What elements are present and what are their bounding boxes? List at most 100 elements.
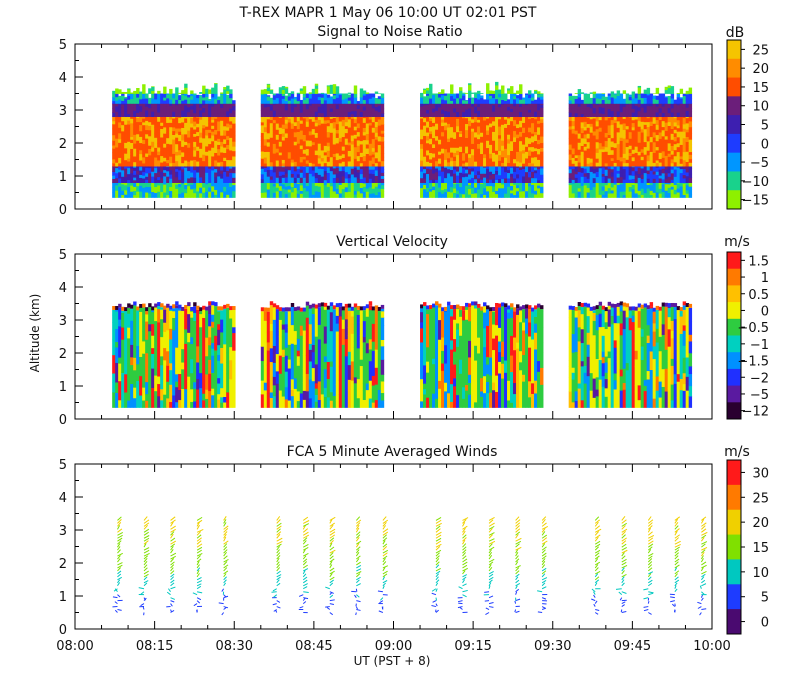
wind-vector [594,525,601,530]
wind-vector [515,588,520,593]
wind-vector [541,546,547,551]
wind-vector [170,540,177,545]
wind-vector [488,576,494,581]
wind-vector [488,573,494,578]
wind-vector [435,543,442,548]
wind-vector [435,522,442,527]
wind-vector [196,519,203,524]
wind-vector [302,537,308,542]
wind-vector [143,519,150,524]
wind-vector [615,588,622,590]
wind-vector [170,533,174,539]
wind-vector [117,522,122,527]
wind-vector [356,576,361,581]
wind-vector [435,573,440,578]
wind-vector [701,541,708,545]
wind-vector [329,552,334,557]
wind-vector [488,543,493,548]
wind-vector [515,570,520,575]
wind-vector [701,571,707,575]
wind-vector [302,579,308,584]
wind-vector [223,555,228,560]
wind-vector [276,519,281,524]
wind-vector [435,537,442,542]
wind-vector [594,573,599,578]
wind-vector [674,537,679,542]
wind-vector [431,592,437,596]
wind-vector [488,571,494,575]
wind-vector [435,603,438,607]
wind-vector [594,564,599,569]
wind-vector [223,594,227,598]
wind-vector [541,570,547,575]
wind-vector [329,564,333,569]
wind-vector [223,561,228,566]
wind-vector [303,591,309,593]
wind-vector [223,528,229,533]
wind-vector [356,531,361,536]
wind-vector [355,537,360,542]
wind-vector [356,519,362,524]
x-axis-label: UT (PST + 8) [354,654,431,668]
wind-vector [648,571,654,575]
wind-vector [196,561,200,566]
wind-vector [196,558,202,563]
wind-vector [700,558,704,563]
wind-vector [488,582,492,587]
x-tick-label: 08:30 [216,639,253,654]
wind-vector [647,576,652,581]
wind-vector [325,606,330,608]
wind-vector [302,540,307,545]
wind-vector [621,564,628,569]
wind-vector [541,558,546,563]
wind-vector [117,532,124,536]
wind-vector [462,522,466,527]
wind-vector [515,551,519,557]
wind-vector [196,534,202,539]
wind-vector [643,588,649,591]
wind-vector [196,552,203,557]
wind-vector [621,591,627,594]
wind-vector [462,537,467,542]
wind-vector [621,579,625,584]
wind-vector [356,568,362,572]
wind-vector [674,570,680,575]
wind-vector [647,531,653,536]
wind-vector [170,525,176,530]
wind-vector [140,603,145,607]
wind-vector [112,596,118,599]
colorbar-swatch [727,584,741,610]
wind-vector [329,591,334,594]
wind-vector [515,591,518,595]
colorbar-label: 1.5 [748,254,769,269]
wind-vector [515,610,520,613]
wind-vector [223,564,229,569]
wind-vector [223,570,229,575]
wind-vector [515,598,521,602]
x-tick-label: 08:45 [295,639,332,654]
wind-vector [117,552,123,557]
wind-vector [329,612,334,616]
colorbar-label: 0 [761,137,769,152]
wind-vector [276,564,281,569]
wind-vector [541,573,546,578]
wind-vector [674,534,681,539]
wind-vector [621,561,627,566]
wind-vector [170,603,173,607]
wind-vector [355,579,360,584]
wind-vector [143,580,149,584]
wind-vector [143,535,150,539]
wind-vector [170,561,175,566]
wind-vector [435,609,439,613]
wind-vector [488,551,493,557]
wind-vector [196,516,203,521]
wind-vector [117,573,122,578]
wind-vector [488,554,493,560]
wind-vector [488,516,495,521]
colorbar-swatch [727,335,741,353]
wind-vector [302,601,307,604]
vertical-velocity-panel-title: Vertical Velocity [336,234,448,250]
wind-vector [329,549,336,554]
wind-vector [382,522,387,527]
